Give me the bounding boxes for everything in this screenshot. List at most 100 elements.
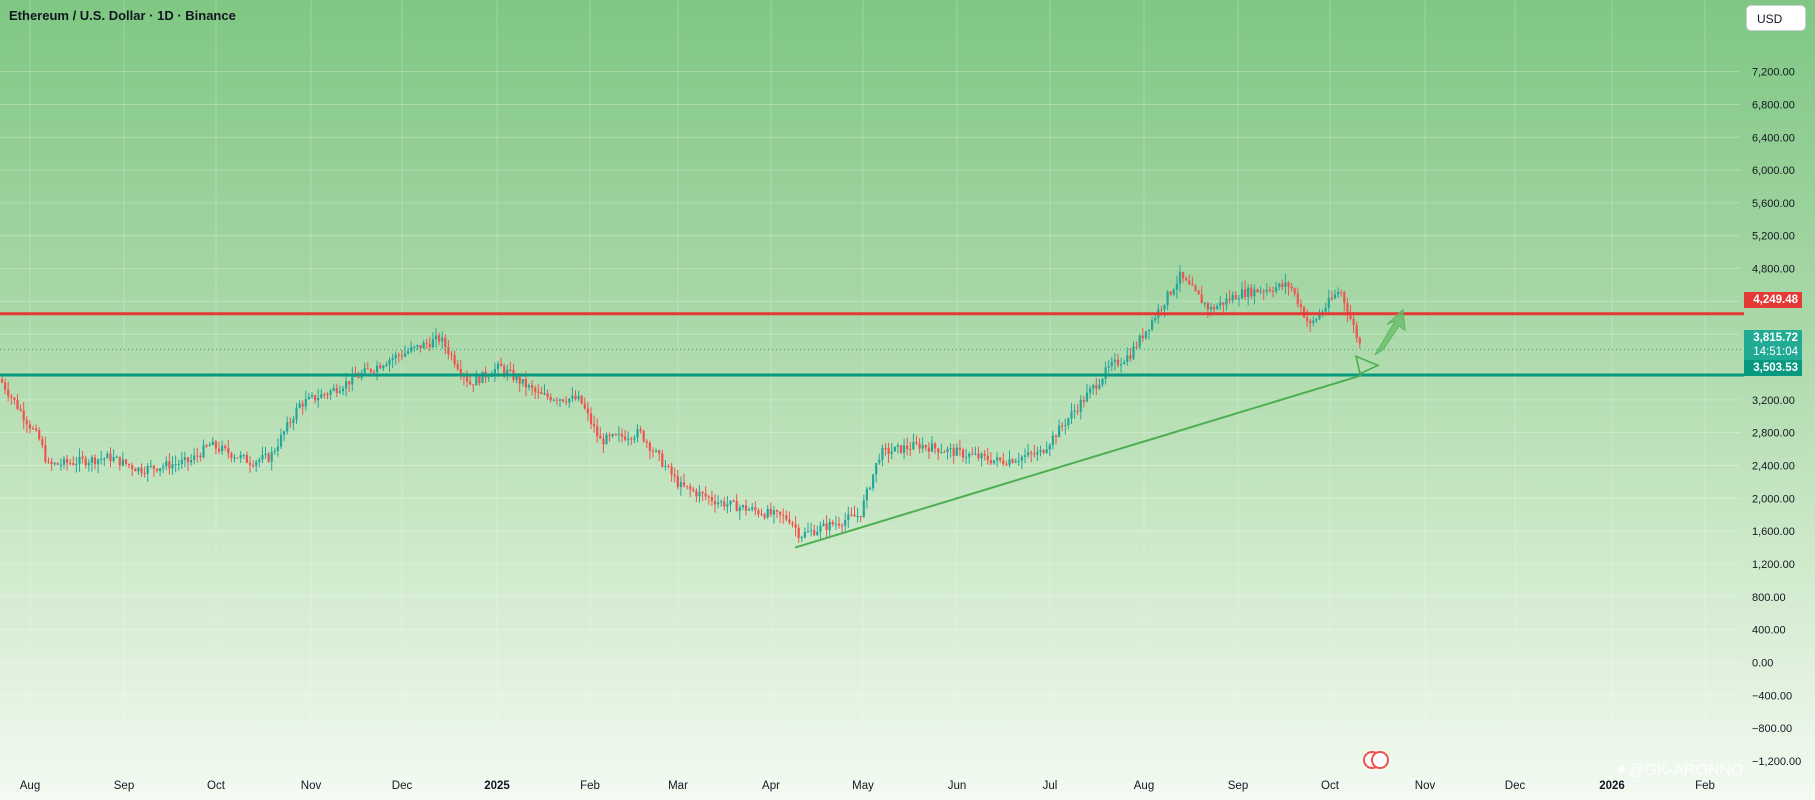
candle-body	[1247, 287, 1250, 298]
candle-body	[903, 445, 906, 453]
candle-body	[292, 419, 295, 423]
candle-body	[357, 377, 360, 379]
y-tick-label: −1,200.00	[1752, 756, 1801, 768]
candle-body	[558, 399, 562, 401]
candle-body	[87, 462, 90, 466]
candle-body	[1079, 400, 1082, 412]
candle-body	[735, 500, 738, 512]
candle-body	[214, 441, 217, 449]
candle-body	[1014, 461, 1017, 463]
candle-body	[977, 453, 980, 459]
candle-body	[1312, 320, 1315, 323]
candle-body	[844, 520, 847, 526]
candle-body	[1203, 303, 1206, 305]
candle-body	[1048, 444, 1051, 450]
candle-body	[772, 510, 775, 515]
candle-body	[1020, 456, 1023, 461]
candle-body	[701, 491, 704, 494]
candle-body	[1017, 460, 1020, 462]
candle-body	[208, 444, 211, 447]
candle-body	[69, 463, 72, 465]
candle-body	[1033, 453, 1036, 455]
candle-body	[307, 396, 310, 400]
candle-body	[366, 368, 369, 370]
chart-title: Ethereum / U.S. Dollar · 1D · Binance	[9, 8, 236, 23]
x-tick-label: Sep	[114, 780, 134, 792]
candle-body	[25, 420, 28, 425]
candle-body	[710, 497, 713, 502]
candle-body	[41, 439, 44, 446]
candle-body	[1095, 385, 1098, 389]
candle-body	[608, 434, 611, 437]
candle-body	[661, 453, 664, 467]
candle-body	[828, 521, 831, 531]
candle-body	[577, 395, 580, 400]
currency-selector-button[interactable]: USD	[1746, 5, 1806, 31]
candle-body	[264, 453, 267, 456]
candle-body	[152, 465, 155, 469]
candle-body	[859, 515, 862, 517]
candle-body	[605, 434, 608, 445]
current-price-label: 3,815.72 14:51:04	[1744, 330, 1802, 360]
candle-body	[1355, 325, 1358, 339]
candle-body	[1008, 459, 1011, 465]
candle-body	[909, 449, 912, 451]
candle-body	[679, 482, 682, 488]
candle-body	[636, 429, 639, 438]
candle-body	[952, 448, 955, 456]
candle-body	[227, 447, 230, 454]
candle-body	[478, 376, 481, 384]
candle-body	[806, 531, 810, 533]
candle-body	[1240, 289, 1244, 299]
candle-body	[704, 493, 707, 497]
candle-body	[670, 466, 673, 475]
candle-body	[168, 461, 171, 469]
resistance-price-label: 4,249.48	[1744, 292, 1802, 308]
candle-body	[438, 335, 441, 342]
candle-body	[599, 436, 602, 439]
candle-body	[1309, 320, 1312, 323]
candle-body	[837, 523, 841, 526]
candle-body	[199, 455, 202, 458]
candle-body	[1290, 286, 1293, 289]
candle-body	[1219, 302, 1222, 306]
candle-body	[1092, 385, 1095, 389]
candle-body	[673, 474, 676, 477]
candle-body	[298, 403, 301, 408]
candle-body	[211, 441, 214, 445]
candle-body	[996, 457, 999, 461]
candle-body	[1234, 295, 1237, 300]
candle-body	[295, 407, 298, 420]
candle-body	[1027, 452, 1030, 456]
candle-body	[419, 345, 422, 349]
candle-body	[1023, 455, 1027, 457]
candle-body	[10, 396, 13, 398]
candle-body	[329, 390, 332, 395]
y-tick-label: 6,800.00	[1752, 99, 1795, 111]
candle-body	[1209, 307, 1213, 310]
candle-body	[890, 451, 893, 454]
candle-body	[245, 454, 248, 463]
candle-body	[348, 381, 351, 385]
candle-body	[856, 515, 859, 517]
candle-body	[1113, 359, 1116, 362]
candle-body	[822, 523, 825, 526]
x-tick-label: Aug	[20, 780, 40, 792]
candle-body	[323, 394, 326, 396]
candle-body	[1330, 298, 1333, 300]
candle-body	[332, 388, 335, 391]
candle-body	[980, 453, 983, 459]
candle-body	[872, 474, 875, 489]
candle-body	[1141, 335, 1144, 339]
candle-body	[695, 490, 698, 497]
candle-body	[664, 465, 667, 467]
candle-body	[794, 524, 797, 528]
candle-body	[738, 507, 741, 512]
candle-body	[961, 449, 965, 458]
candle-body	[630, 438, 633, 440]
candle-body	[221, 445, 224, 452]
candle-body	[410, 347, 413, 352]
candle-body	[1337, 291, 1340, 295]
candle-body	[571, 395, 574, 399]
